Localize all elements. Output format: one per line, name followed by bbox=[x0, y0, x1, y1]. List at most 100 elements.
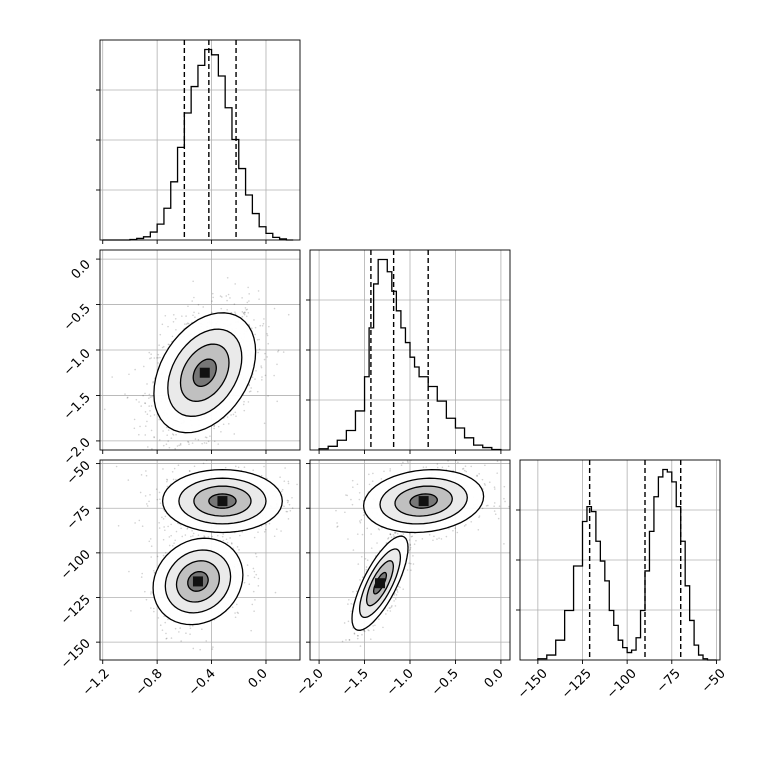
scatter-param1-vs-param3-panel bbox=[96, 442, 313, 664]
sample-point bbox=[365, 566, 368, 568]
sample-point bbox=[161, 516, 163, 519]
sample-point bbox=[189, 625, 191, 627]
sample-point bbox=[148, 540, 151, 543]
sample-point bbox=[168, 544, 171, 547]
sample-point bbox=[187, 322, 190, 325]
sample-point bbox=[144, 402, 147, 405]
sample-point bbox=[248, 583, 251, 586]
sample-point bbox=[197, 438, 200, 441]
sample-point bbox=[157, 353, 160, 356]
scatter-param1-param2-density bbox=[103, 276, 290, 450]
sample-point bbox=[158, 491, 161, 494]
sample-point bbox=[257, 577, 260, 580]
sample-point bbox=[222, 533, 225, 535]
sample-point bbox=[457, 461, 459, 464]
sample-point bbox=[117, 524, 120, 527]
sample-point bbox=[266, 334, 269, 337]
sample-point bbox=[353, 632, 356, 634]
sample-point bbox=[148, 393, 151, 396]
sample-point bbox=[225, 295, 228, 297]
sample-point bbox=[216, 534, 219, 537]
sample-point bbox=[432, 539, 434, 542]
sample-point bbox=[498, 505, 501, 507]
sample-point bbox=[433, 535, 435, 538]
sample-point bbox=[243, 581, 246, 584]
sample-point bbox=[493, 510, 496, 512]
sample-point bbox=[429, 455, 431, 457]
scatter-param2-param3-density bbox=[335, 455, 510, 647]
sample-point bbox=[211, 648, 214, 650]
sample-point bbox=[150, 556, 152, 558]
sample-point bbox=[111, 376, 113, 378]
sample-point bbox=[140, 576, 143, 578]
sample-point bbox=[445, 468, 448, 471]
sample-point bbox=[162, 444, 165, 447]
sample-point bbox=[193, 465, 196, 468]
sample-point bbox=[347, 603, 349, 605]
sample-point bbox=[211, 292, 214, 295]
density-peak bbox=[217, 496, 228, 507]
sample-point bbox=[148, 405, 150, 407]
sample-point bbox=[127, 479, 130, 481]
sample-point bbox=[395, 594, 398, 596]
sample-point bbox=[199, 648, 201, 651]
sample-point bbox=[247, 311, 250, 314]
sample-point bbox=[252, 567, 255, 570]
sample-point bbox=[194, 438, 197, 440]
sample-point bbox=[145, 598, 148, 601]
sample-point bbox=[164, 621, 167, 624]
sample-point bbox=[385, 542, 388, 544]
sample-point bbox=[191, 442, 194, 444]
sample-point bbox=[189, 633, 191, 635]
sample-point bbox=[158, 344, 160, 346]
sample-point bbox=[347, 620, 350, 623]
sample-point bbox=[150, 405, 153, 407]
sample-point bbox=[350, 498, 352, 501]
sample-point bbox=[411, 535, 414, 538]
sample-point bbox=[140, 474, 143, 476]
sample-point bbox=[165, 638, 167, 640]
sample-point bbox=[251, 603, 254, 606]
sample-point bbox=[397, 585, 400, 588]
sample-point bbox=[184, 534, 187, 536]
sample-point bbox=[207, 536, 210, 538]
scatter-param1-param3-frame bbox=[99, 459, 301, 661]
sample-point bbox=[465, 470, 468, 473]
sample-point bbox=[203, 535, 205, 537]
sample-point bbox=[160, 442, 162, 444]
x-tick-label: −0.4 bbox=[186, 666, 219, 699]
sample-point bbox=[461, 468, 464, 470]
histogram-param3-panel bbox=[516, 459, 721, 664]
sample-point bbox=[361, 533, 364, 536]
sample-point bbox=[258, 298, 260, 300]
sample-point bbox=[162, 538, 165, 541]
sample-point bbox=[179, 442, 182, 445]
sample-point bbox=[179, 444, 182, 446]
sample-point bbox=[484, 464, 486, 467]
sample-point bbox=[234, 311, 236, 313]
sample-point bbox=[231, 543, 233, 545]
sample-point bbox=[144, 590, 146, 593]
sample-point bbox=[245, 309, 248, 311]
sample-point bbox=[243, 466, 246, 468]
x-tick-label: −125 bbox=[559, 666, 595, 702]
sample-point bbox=[359, 645, 362, 647]
sample-point bbox=[436, 538, 438, 540]
sample-point bbox=[161, 629, 164, 631]
sample-point bbox=[311, 505, 313, 507]
sample-point bbox=[358, 491, 361, 494]
sample-point bbox=[192, 280, 194, 283]
sample-point bbox=[392, 536, 395, 538]
sample-point bbox=[130, 610, 132, 612]
sample-point bbox=[372, 472, 374, 475]
sample-point bbox=[463, 525, 466, 527]
sample-point bbox=[165, 443, 168, 445]
sample-point bbox=[267, 395, 269, 397]
sample-point bbox=[178, 444, 180, 447]
sample-point bbox=[168, 446, 171, 449]
sample-point bbox=[352, 549, 355, 551]
sample-point bbox=[179, 627, 181, 629]
sample-point bbox=[263, 531, 266, 533]
sample-point bbox=[371, 480, 374, 482]
